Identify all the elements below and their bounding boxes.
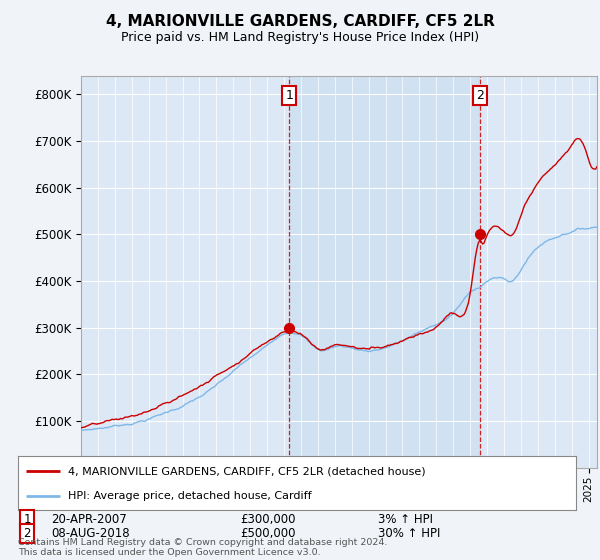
Text: 30% ↑ HPI: 30% ↑ HPI [378,526,440,540]
Text: 08-AUG-2018: 08-AUG-2018 [51,526,130,540]
Text: £500,000: £500,000 [240,526,296,540]
Text: 20-APR-2007: 20-APR-2007 [51,513,127,526]
Text: 4, MARIONVILLE GARDENS, CARDIFF, CF5 2LR (detached house): 4, MARIONVILLE GARDENS, CARDIFF, CF5 2LR… [68,466,426,477]
Bar [289,76,480,468]
Text: £300,000: £300,000 [240,513,296,526]
Text: Contains HM Land Registry data © Crown copyright and database right 2024.
This d: Contains HM Land Registry data © Crown c… [18,538,388,557]
Text: 2: 2 [476,90,484,102]
Text: HPI: Average price, detached house, Cardiff: HPI: Average price, detached house, Card… [68,491,312,501]
Text: 1: 1 [286,90,293,102]
Text: 1: 1 [23,513,31,526]
Text: 4, MARIONVILLE GARDENS, CARDIFF, CF5 2LR: 4, MARIONVILLE GARDENS, CARDIFF, CF5 2LR [106,14,494,29]
Text: 3% ↑ HPI: 3% ↑ HPI [378,513,433,526]
Text: Price paid vs. HM Land Registry's House Price Index (HPI): Price paid vs. HM Land Registry's House … [121,31,479,44]
Text: 2: 2 [23,526,31,540]
